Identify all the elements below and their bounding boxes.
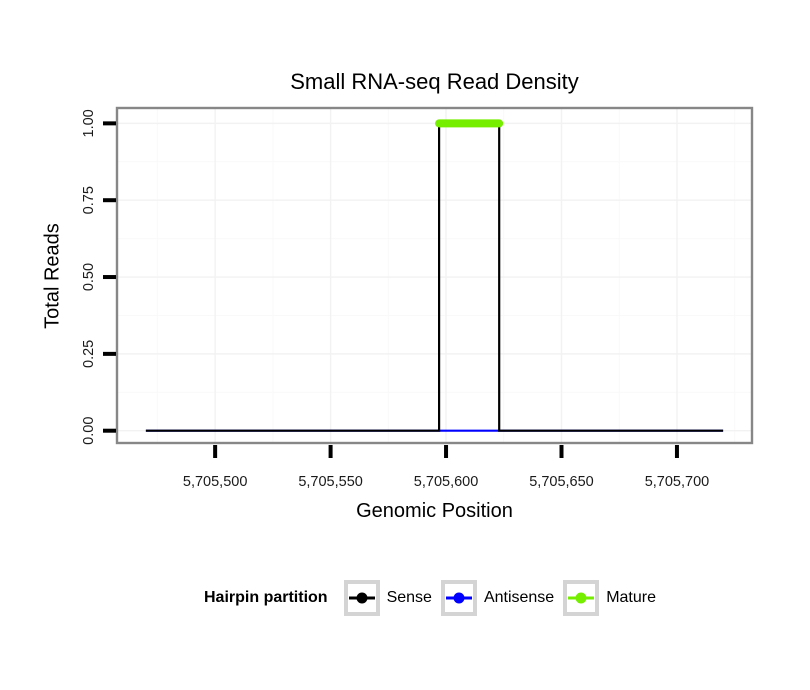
x-tick-label: 5,705,650 xyxy=(529,474,594,490)
x-tick-label: 5,705,550 xyxy=(298,474,363,490)
legend-key-antisense xyxy=(440,580,477,616)
legend-key-mature xyxy=(563,580,600,616)
x-axis-label: Genomic Position xyxy=(356,500,513,522)
y-tick-label: 0.50 xyxy=(81,263,97,291)
panel-border xyxy=(115,106,754,445)
legend-entry-label: Mature xyxy=(606,589,656,606)
legend-entry-mature: Mature xyxy=(563,580,656,616)
panel-background xyxy=(117,108,752,443)
legend-key-dot-icon xyxy=(453,592,465,604)
legend-entries: Sense Antisense Mature xyxy=(343,580,665,616)
legend-title: Hairpin partition xyxy=(204,589,328,606)
y-tick-label: 1.00 xyxy=(81,109,97,137)
y-tick-label: 0.00 xyxy=(81,417,97,445)
legend: Hairpin partition Sense Antisense Mature xyxy=(117,576,752,620)
legend-entry-antisense: Antisense xyxy=(440,580,555,616)
y-tick-label: 0.25 xyxy=(81,340,97,368)
legend-entry-sense: Sense xyxy=(343,580,432,616)
legend-entry-label: Sense xyxy=(386,589,432,606)
legend-key-sense xyxy=(343,580,380,616)
legend-entry-label: Antisense xyxy=(483,589,555,606)
y-tick-label: 0.75 xyxy=(81,186,97,214)
x-tick-label: 5,705,600 xyxy=(414,474,479,490)
chart-title: Small RNA-seq Read Density xyxy=(290,69,579,94)
legend-key-dot-icon xyxy=(575,592,587,604)
legend-key-dot-icon xyxy=(356,592,368,604)
plot-panel: 5,705,500 5,705,550 5,705,600 5,705,650 5,70… xyxy=(81,106,754,490)
x-tick-label: 5,705,700 xyxy=(645,474,710,490)
x-tick-label: 5,705,500 xyxy=(183,474,248,490)
